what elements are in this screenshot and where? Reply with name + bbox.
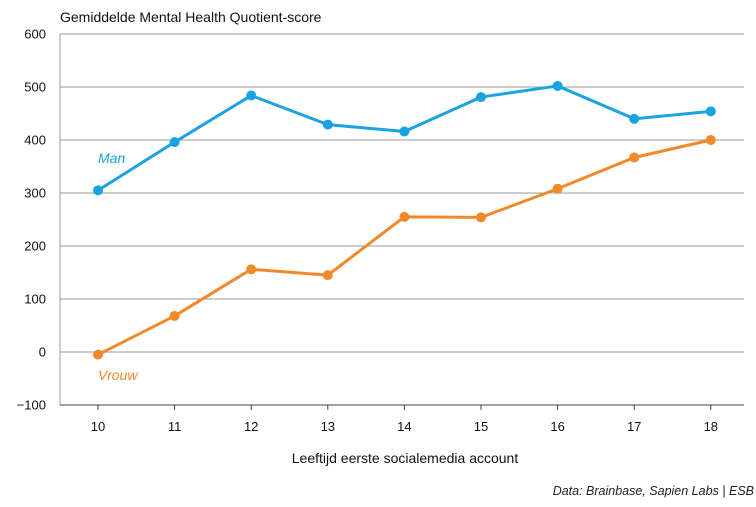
y-tick-label: 400 [24,133,46,148]
x-tick-label: 14 [397,419,411,434]
data-point [246,264,257,275]
y-tick-label: 500 [24,80,46,95]
data-point [705,135,716,145]
data-point [322,270,333,281]
x-tick-label: 10 [91,419,105,434]
data-point [399,211,410,222]
data-point [552,183,563,194]
series-group: Man Vrouw [93,80,716,383]
x-tick-label: 15 [474,419,488,434]
x-tick-label: 12 [244,419,258,434]
series-vrouw: Vrouw [93,135,716,383]
x-tick-label: 16 [550,419,564,434]
data-point [629,152,640,163]
series-line [97,138,712,356]
data-point [322,119,333,130]
data-point [476,92,486,103]
data-point [93,185,103,196]
y-tick-label: 300 [24,186,46,201]
data-point [476,212,486,223]
x-tick-label: 17 [627,419,641,434]
data-point [246,90,257,101]
data-point [93,349,103,360]
data-point [399,126,410,137]
x-tick-label: 13 [321,419,335,434]
y-tick-labels: −100 0 100 200 300 400 500 600 [17,27,46,413]
series-man: Man [93,80,716,196]
data-point [169,137,180,148]
x-tick-label: 11 [168,419,182,434]
data-point [705,106,716,117]
y-tick-label: −100 [17,398,46,413]
x-tick-label: 18 [704,419,718,434]
series-label: Vrouw [98,367,138,383]
series-label: Man [98,150,125,166]
y-tick-label: 600 [24,27,46,42]
x-axis-label: Leeftijd eerste socialemedia account [292,450,519,466]
y-tick-label: 100 [24,292,46,307]
data-point [169,310,180,321]
x-axis: 10 11 12 13 14 15 16 17 18 [60,404,744,434]
data-point [629,113,640,124]
source-note: Data: Brainbase, Sapien Labs | ESB [552,484,754,498]
data-point [552,80,563,91]
y-tick-label: 0 [39,345,46,360]
y-axis-label: Gemiddelde Mental Health Quotient-score [60,9,322,25]
series-line [97,84,711,192]
y-tick-label: 200 [24,239,46,254]
